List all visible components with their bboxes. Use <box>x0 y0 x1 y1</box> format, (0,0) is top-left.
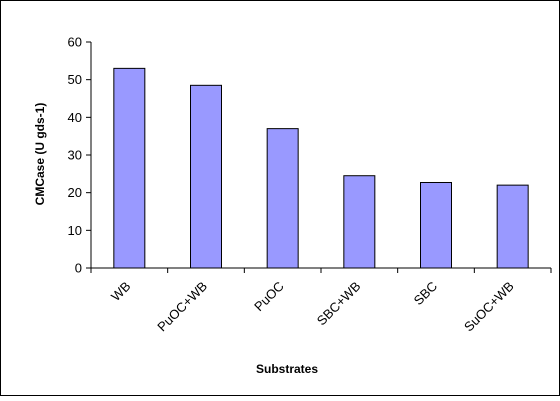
y-tick-label: 50 <box>68 72 82 87</box>
bar-puoc <box>266 128 299 269</box>
bar-suoc-wb <box>496 184 529 269</box>
x-axis-title: Substrates <box>256 362 318 376</box>
bar-sbc-wb <box>343 175 376 269</box>
y-tick-label: 10 <box>68 223 82 238</box>
bars <box>113 67 529 269</box>
y-tick-label: 60 <box>68 35 82 50</box>
y-axis-title: CMCase (U gds-1) <box>33 103 47 206</box>
y-axis: 0 10 20 30 40 50 60 <box>68 35 92 276</box>
y-tick-label: 0 <box>75 261 82 276</box>
bar-puoc-wb <box>190 84 222 269</box>
y-tick-label: 20 <box>68 185 82 200</box>
bar-wb <box>113 67 146 269</box>
y-tick-label: 40 <box>68 110 82 125</box>
bar-sbc <box>420 181 452 269</box>
y-tick-label: 30 <box>68 148 82 163</box>
